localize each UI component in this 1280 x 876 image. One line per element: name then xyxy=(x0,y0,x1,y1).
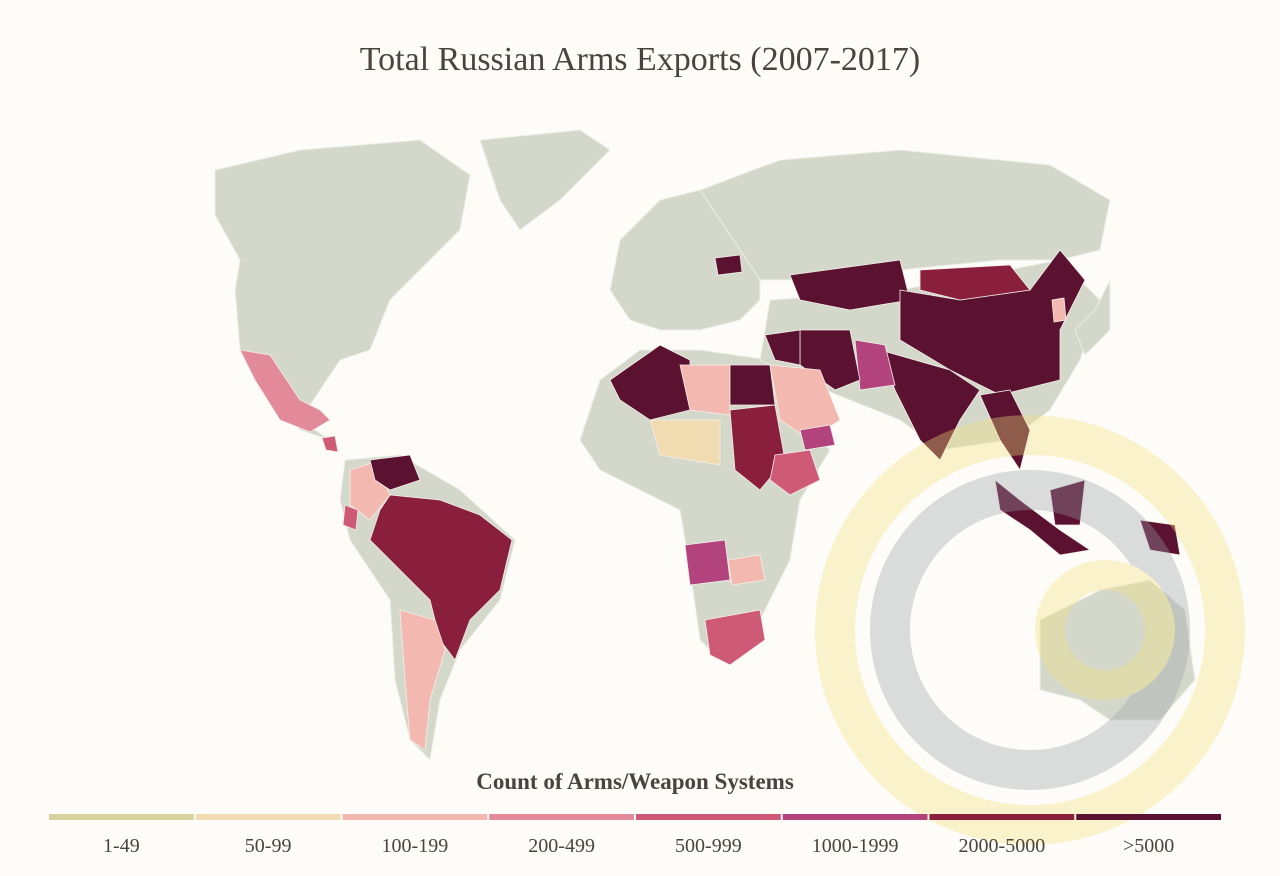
egypt xyxy=(729,364,776,406)
map-title: Total Russian Arms Exports (2007-2017) xyxy=(360,41,920,78)
legend-label: 100-199 xyxy=(382,835,449,857)
mongolia xyxy=(919,264,1031,301)
watermark-ring xyxy=(870,470,1190,790)
legend-label: 500-999 xyxy=(675,835,742,857)
legend-label: 1000-1999 xyxy=(812,835,899,857)
legend-label: 2000-5000 xyxy=(959,835,1046,857)
peru xyxy=(342,504,359,531)
borneo xyxy=(1049,479,1086,526)
legend-label: >5000 xyxy=(1123,835,1174,857)
russia xyxy=(699,149,1111,281)
yemen xyxy=(799,424,836,451)
zambia xyxy=(727,554,766,586)
vietnam xyxy=(979,389,1031,471)
greenland xyxy=(479,129,611,231)
japan xyxy=(1074,279,1111,356)
australia xyxy=(1039,579,1196,721)
korea xyxy=(1051,297,1067,323)
mexico xyxy=(239,349,331,433)
watermark-ring xyxy=(1035,560,1175,700)
legend: 1-49 50-99 100-199 200-499 500-999 1000-1999 2… xyxy=(49,814,1221,857)
legend-swatch xyxy=(489,814,634,820)
argentina xyxy=(399,609,446,751)
europe xyxy=(609,189,761,331)
india xyxy=(879,349,981,461)
brazil xyxy=(369,494,513,661)
libya xyxy=(679,364,731,416)
west-africa xyxy=(649,419,721,466)
kazakhstan xyxy=(789,259,911,311)
world-map xyxy=(214,129,1196,762)
south-africa xyxy=(704,609,766,666)
ethiopia xyxy=(769,449,821,496)
legend-swatch xyxy=(342,814,488,820)
nicaragua xyxy=(321,435,339,453)
sumatra-java xyxy=(994,479,1092,556)
legend-swatch xyxy=(1076,814,1221,820)
legend-label: 50-99 xyxy=(245,835,292,857)
watermark xyxy=(815,415,1245,845)
papua xyxy=(1139,519,1181,556)
venezuela xyxy=(369,454,421,491)
legend-swatch xyxy=(929,814,1075,820)
watermark-ring xyxy=(815,415,1245,845)
legend-label: 200-499 xyxy=(528,835,595,857)
legend-title: Count of Arms/Weapon Systems xyxy=(476,769,794,794)
legend-swatch xyxy=(782,814,928,820)
belarus xyxy=(714,254,743,276)
legend-label: 1-49 xyxy=(103,835,140,857)
angola xyxy=(684,539,731,586)
iraq-syria xyxy=(764,329,801,366)
legend-swatch xyxy=(636,814,781,820)
north-america xyxy=(214,139,471,441)
legend-swatch xyxy=(195,814,341,820)
legend-swatch xyxy=(49,814,194,820)
